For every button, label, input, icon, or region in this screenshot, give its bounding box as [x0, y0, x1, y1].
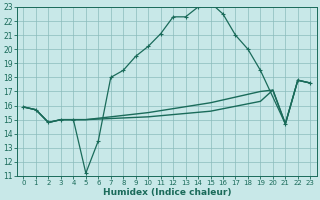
X-axis label: Humidex (Indice chaleur): Humidex (Indice chaleur) — [103, 188, 231, 197]
